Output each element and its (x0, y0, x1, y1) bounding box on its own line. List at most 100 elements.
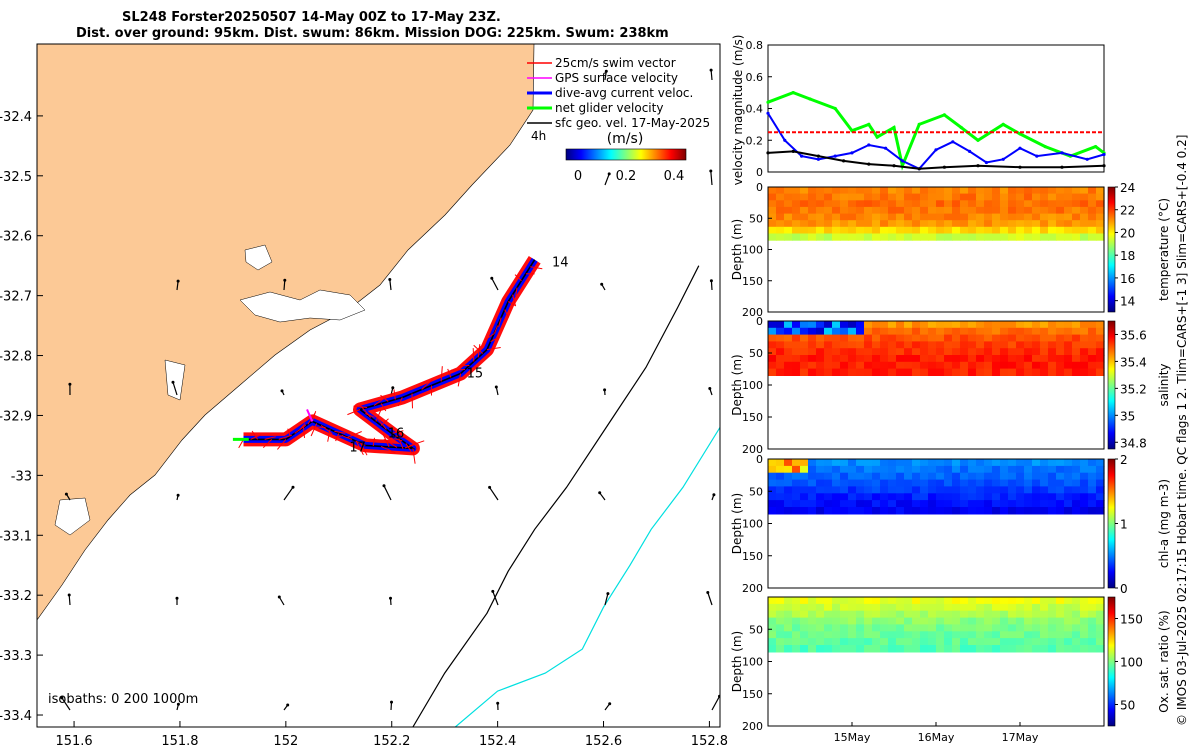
geo-vector-head (709, 279, 713, 283)
geo-vector-head (490, 276, 494, 280)
velocity-point (942, 113, 947, 117)
section-cell (856, 631, 865, 639)
section-cell (832, 327, 841, 336)
section-cell (1016, 493, 1025, 501)
section-cell (960, 500, 969, 508)
section-cell (896, 368, 905, 376)
section-cell (912, 493, 921, 501)
section-cell (792, 465, 801, 474)
section-cell (904, 472, 913, 481)
section-cell (1080, 479, 1089, 488)
section-cell (1064, 472, 1073, 481)
section-cell (800, 493, 809, 501)
section-cell (1056, 500, 1065, 508)
section-cell (1000, 624, 1009, 632)
section-cell (800, 334, 809, 342)
section-cell (800, 465, 809, 474)
section-cell (960, 206, 969, 215)
section-cell (1080, 220, 1089, 228)
section-cell (968, 486, 977, 494)
section-cell (808, 334, 817, 342)
section-cell (776, 645, 785, 653)
section-cell (1000, 597, 1009, 605)
section-cell (1008, 507, 1017, 515)
section-cell (840, 479, 849, 488)
section-cell (1032, 348, 1041, 356)
section-cell (960, 507, 969, 515)
section-cell (1032, 341, 1041, 349)
section-cell (800, 486, 809, 494)
section-cell (824, 220, 833, 228)
section-cell (960, 610, 969, 619)
section-cell (1032, 486, 1041, 494)
section-cell (1000, 368, 1009, 376)
section-cell (808, 493, 817, 501)
section-cell (984, 603, 993, 612)
section-cell (1088, 603, 1097, 612)
section-cell (824, 355, 833, 363)
section-cell (960, 479, 969, 488)
section-cell (1080, 493, 1089, 501)
section-cell (1072, 603, 1081, 612)
section-cell (912, 220, 921, 228)
section-cell (832, 603, 841, 612)
section-cell (952, 327, 961, 336)
velocity-point (791, 91, 795, 95)
section-cell (1032, 226, 1041, 234)
swim-vector (484, 333, 495, 341)
section-cell (888, 472, 897, 481)
section-cell (952, 617, 961, 626)
legend-item-label: net glider velocity (555, 101, 663, 115)
swim-vector (380, 394, 389, 402)
section-cell (976, 597, 985, 605)
section-cell (1080, 200, 1089, 208)
section-cell (936, 348, 945, 356)
velocity-point (1102, 152, 1106, 157)
section-cell (1072, 213, 1081, 221)
section-cell (1024, 631, 1033, 639)
section-cell (896, 472, 905, 481)
section-cell (832, 187, 841, 195)
section-cell (840, 645, 849, 653)
colorbar-tick-label: 16 (1120, 272, 1135, 286)
section-cell (968, 361, 977, 370)
swim-vector (440, 366, 443, 382)
section-cell (960, 213, 969, 221)
section-cell (936, 597, 945, 605)
section-cell (936, 334, 945, 342)
section-cell (792, 479, 801, 488)
section-cell (952, 361, 961, 370)
section-cell (1048, 206, 1057, 215)
section-cell (920, 486, 929, 494)
swim-vector (395, 435, 407, 439)
section-cell (1088, 233, 1097, 241)
section-cell (864, 500, 873, 508)
section-cell (960, 233, 969, 241)
section-cell (800, 321, 809, 329)
section-cell (800, 368, 809, 376)
section-cell (1000, 213, 1009, 221)
swim-vector (507, 301, 517, 307)
section-cell (776, 610, 785, 619)
section-cell (792, 226, 801, 234)
section-cell (928, 213, 937, 221)
geo-vector (278, 596, 285, 606)
section-cell (768, 348, 777, 356)
section-cell (1008, 597, 1017, 605)
section-cell (832, 617, 841, 626)
section-cell (1088, 200, 1097, 208)
section-cell (928, 493, 937, 501)
section-cell (840, 617, 849, 626)
section-cell (896, 479, 905, 488)
velocity-point (808, 97, 812, 101)
section-cell (888, 597, 897, 605)
section-cell (1032, 233, 1041, 241)
section-cell (1080, 355, 1089, 363)
section-cell (1000, 226, 1009, 234)
section-cell (992, 200, 1001, 208)
section-cell (784, 617, 793, 626)
geo-vector (604, 173, 610, 186)
section-cell (1040, 368, 1049, 376)
section-cell (1040, 193, 1049, 201)
section-cell (792, 206, 801, 215)
